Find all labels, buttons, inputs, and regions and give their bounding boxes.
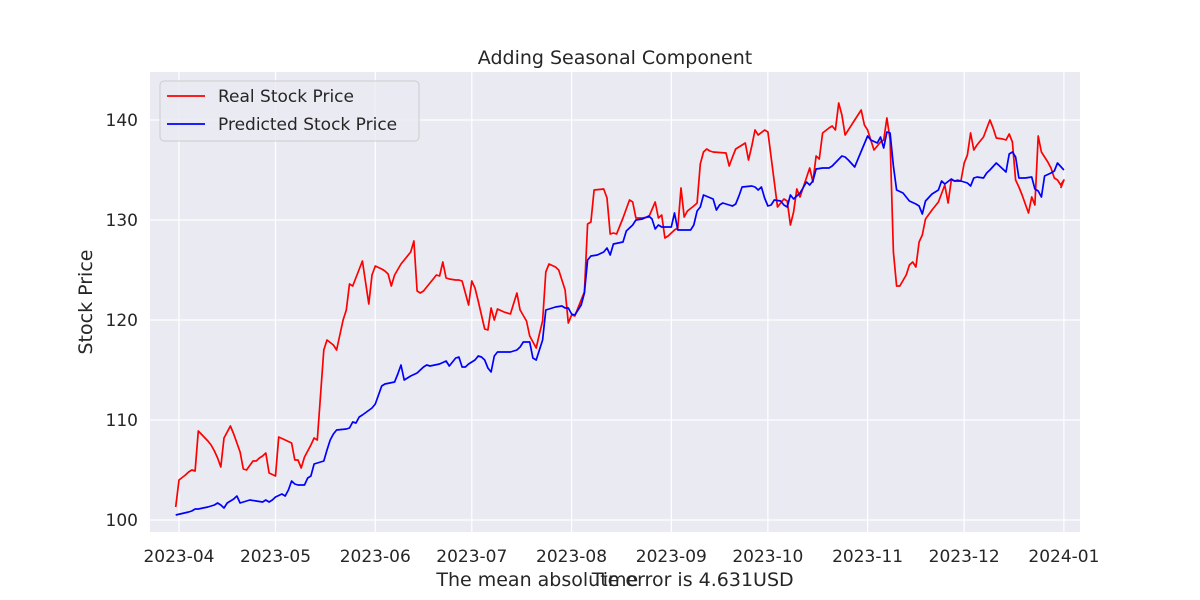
- y-tick-label: 110: [106, 411, 138, 431]
- x-tick-label: 2023-04: [143, 547, 214, 567]
- x-tick-label: 2023-10: [732, 547, 803, 567]
- x-tick-label: 2023-06: [340, 547, 411, 567]
- x-tick-label: 2023-09: [636, 547, 707, 567]
- x-tick-label: 2023-05: [240, 547, 311, 567]
- y-axis-title: Stock Price: [75, 250, 97, 355]
- predicted-price-line: [175, 131, 1065, 516]
- x-tick-label: 2023-11: [832, 547, 903, 567]
- y-tick-label: 100: [106, 511, 138, 531]
- y-tick-label: 120: [106, 311, 138, 331]
- legend-box: [159, 80, 420, 142]
- x-tick-labels: 2023-04 2023-05 2023-06 2023-07 2023-08 2023-…: [143, 547, 1099, 567]
- x-tick-label: 2023-07: [436, 547, 507, 567]
- series-layer: [174, 102, 1065, 516]
- y-tick-labels: 100 110 120 130 140: [106, 111, 138, 531]
- legend-label-predicted: Predicted Stock Price: [218, 115, 397, 135]
- legend: Real Stock Price Predicted Stock Price: [159, 80, 420, 142]
- y-grid-lines: [150, 119, 1080, 521]
- x-tick-label: 2024-01: [1028, 547, 1099, 567]
- x-tick-label: 2023-12: [929, 547, 1000, 567]
- x-tick-label: 2023-08: [536, 547, 607, 567]
- x-axis-title: Time: [591, 569, 639, 591]
- chart-title: Adding Seasonal Component: [478, 47, 752, 69]
- y-tick-label: 140: [106, 111, 138, 131]
- mae-caption: The mean absolute error is 4.631USD: [435, 569, 793, 591]
- y-tick-label: 130: [106, 211, 138, 231]
- x-grid-lines: [178, 72, 1065, 532]
- legend-label-real: Real Stock Price: [218, 87, 354, 107]
